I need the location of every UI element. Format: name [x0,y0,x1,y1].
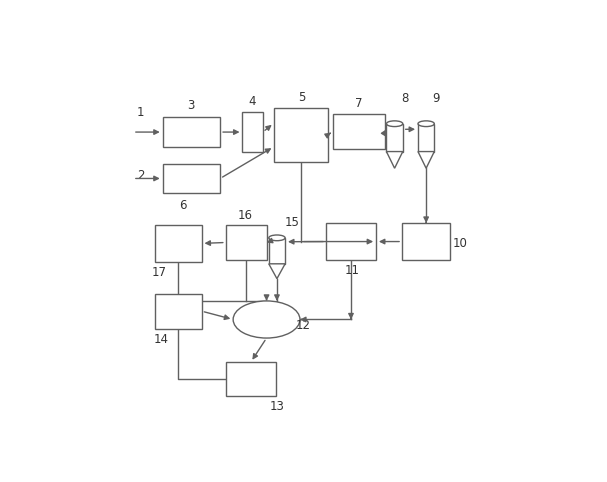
Text: 11: 11 [344,264,359,277]
Bar [402,223,450,260]
Text: 15: 15 [284,216,299,229]
Bar [163,163,220,193]
Text: 17: 17 [152,267,167,280]
Bar [155,294,202,329]
Bar [155,225,202,262]
Text: 9: 9 [432,93,440,106]
Bar [226,362,276,396]
Text: 5: 5 [298,91,305,104]
Text: 13: 13 [270,400,285,413]
Text: 7: 7 [355,97,362,110]
Bar [163,117,220,147]
Text: 10: 10 [453,237,468,250]
Text: 1: 1 [137,106,144,119]
Ellipse shape [233,301,300,338]
Ellipse shape [387,121,403,127]
Text: 2: 2 [137,169,144,182]
Polygon shape [269,264,285,279]
Text: 12: 12 [296,319,310,332]
Bar [242,112,263,152]
Text: 16: 16 [237,209,253,222]
Text: 4: 4 [249,95,256,108]
Text: 8: 8 [401,93,409,106]
Ellipse shape [269,235,285,241]
Bar [269,238,285,264]
Polygon shape [418,151,434,168]
Text: 6: 6 [179,199,187,212]
Text: 14: 14 [154,333,168,346]
Ellipse shape [418,121,434,127]
Text: 3: 3 [187,99,194,112]
Bar [387,124,403,151]
Bar [418,124,434,151]
Polygon shape [387,151,403,168]
Bar [326,223,376,260]
Bar [274,108,328,162]
Bar [226,225,266,260]
Bar [333,113,385,149]
